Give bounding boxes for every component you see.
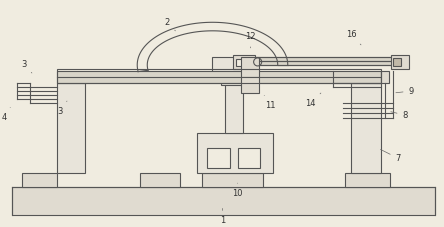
Text: 10: 10 (232, 183, 243, 198)
Bar (198, 133, 273, 173)
Bar (57, 69, 381, 83)
Bar (246, 59, 396, 65)
Bar (202, 173, 263, 187)
Text: 11: 11 (264, 95, 276, 110)
Bar (57, 71, 381, 83)
Bar (22, 173, 57, 187)
Text: 4: 4 (1, 107, 10, 122)
Text: 3: 3 (21, 60, 32, 73)
Bar (236, 59, 242, 66)
Text: 16: 16 (346, 30, 361, 45)
Bar (207, 148, 230, 168)
Text: 2: 2 (165, 18, 175, 31)
Bar (140, 173, 180, 187)
Bar (238, 148, 260, 168)
Bar (225, 83, 242, 133)
Bar (246, 57, 396, 61)
Bar (241, 57, 259, 77)
Text: 1: 1 (220, 208, 225, 225)
Bar (221, 77, 246, 85)
Bar (213, 57, 253, 77)
Bar (393, 58, 401, 66)
Text: 3: 3 (57, 101, 67, 116)
Bar (57, 83, 85, 173)
Bar (12, 187, 435, 215)
Bar (391, 55, 409, 69)
Bar (351, 83, 381, 173)
Text: 7: 7 (381, 149, 401, 163)
Text: 8: 8 (391, 111, 408, 120)
Bar (345, 173, 390, 187)
Text: 9: 9 (396, 86, 414, 96)
Bar (241, 77, 259, 93)
Bar (381, 71, 389, 83)
Text: 12: 12 (246, 32, 256, 48)
Text: 14: 14 (305, 93, 321, 108)
Bar (233, 55, 255, 69)
